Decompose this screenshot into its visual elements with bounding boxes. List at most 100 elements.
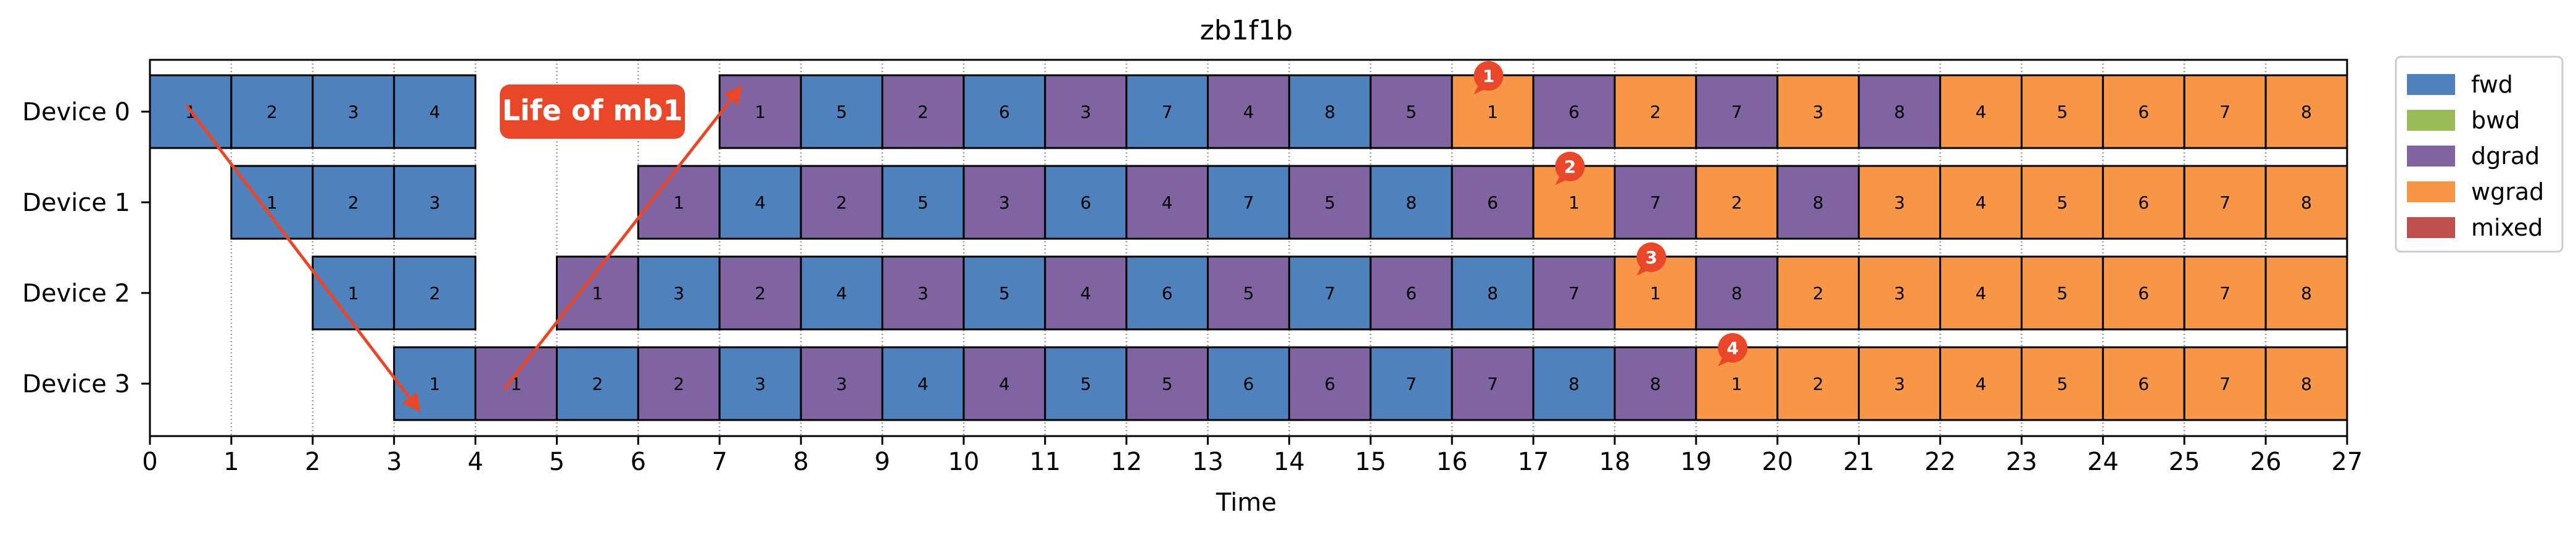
device-label-3: Device 3 bbox=[22, 370, 130, 398]
block-label-d0-wgrad-2: 2 bbox=[1650, 102, 1661, 122]
block-d0-dgrad-8 bbox=[1858, 74, 1942, 149]
block-label-d1-dgrad-8: 8 bbox=[1813, 192, 1824, 213]
block-d2-wgrad-5 bbox=[2020, 255, 2104, 331]
block-label-d2-dgrad-7: 7 bbox=[1568, 283, 1580, 303]
x-tick-label-0: 0 bbox=[142, 448, 157, 476]
badge-label-3: 3 bbox=[1646, 247, 1657, 268]
callout-label: Life of mb1 bbox=[502, 94, 683, 127]
block-d1-dgrad-5 bbox=[1288, 165, 1372, 240]
plot-frame bbox=[149, 59, 2348, 437]
block-label-d3-fwd-4: 4 bbox=[917, 374, 929, 394]
block-d3-wgrad-8 bbox=[2264, 346, 2348, 421]
block-label-d0-wgrad-1: 1 bbox=[1487, 102, 1498, 122]
x-tick-label-6: 6 bbox=[631, 448, 646, 476]
block-label-d3-dgrad-6: 6 bbox=[1324, 374, 1335, 394]
block-d3-wgrad-4 bbox=[1939, 346, 2023, 421]
block-label-d2-wgrad-4: 4 bbox=[1976, 283, 1987, 303]
x-tick-label-26: 26 bbox=[2250, 448, 2282, 476]
block-label-d3-fwd-5: 5 bbox=[1080, 374, 1091, 394]
block-label-d3-wgrad-6: 6 bbox=[2138, 374, 2149, 394]
block-label-d3-fwd-7: 7 bbox=[1406, 374, 1417, 394]
block-d0-dgrad-7 bbox=[1695, 74, 1779, 149]
block-label-d0-dgrad-6: 6 bbox=[1568, 102, 1580, 122]
legend-label-wgrad: wgrad bbox=[2471, 178, 2544, 205]
block-label-d1-dgrad-3: 3 bbox=[999, 192, 1010, 213]
block-d3-dgrad-3 bbox=[800, 346, 884, 421]
block-label-d2-fwd-8: 8 bbox=[1487, 283, 1498, 303]
block-d0-fwd-4 bbox=[393, 74, 477, 149]
block-label-d2-wgrad-7: 7 bbox=[2219, 283, 2230, 303]
block-label-d0-dgrad-4: 4 bbox=[1243, 102, 1254, 122]
block-d1-fwd-6 bbox=[1044, 165, 1128, 240]
block-d3-dgrad-7 bbox=[1451, 346, 1534, 421]
block-label-d2-dgrad-4: 4 bbox=[1080, 283, 1091, 303]
block-label-d3-fwd-3: 3 bbox=[755, 374, 766, 394]
block-label-d0-fwd-2: 2 bbox=[267, 102, 278, 122]
x-tick-label-21: 21 bbox=[1843, 448, 1874, 476]
block-d3-dgrad-6 bbox=[1288, 346, 1372, 421]
block-d1-dgrad-2 bbox=[800, 165, 884, 240]
block-label-d2-wgrad-6: 6 bbox=[2138, 283, 2149, 303]
block-d1-wgrad-8 bbox=[2264, 165, 2348, 240]
block-label-d1-dgrad-1: 1 bbox=[673, 192, 684, 213]
badge-circle-1 bbox=[1473, 61, 1504, 91]
block-d3-fwd-7 bbox=[1369, 346, 1453, 421]
block-label-d0-dgrad-8: 8 bbox=[1894, 102, 1905, 122]
block-d2-fwd-7 bbox=[1288, 255, 1372, 331]
block-d3-wgrad-3 bbox=[1858, 346, 1942, 421]
legend: fwd bwd dgrad wgrad mixed bbox=[2395, 56, 2564, 253]
block-label-d2-fwd-3: 3 bbox=[673, 283, 684, 303]
life-arrow-backward bbox=[502, 85, 742, 391]
x-tick-label-3: 3 bbox=[386, 448, 402, 476]
block-label-d2-dgrad-5: 5 bbox=[1243, 283, 1254, 303]
block-label-d0-dgrad-2: 2 bbox=[917, 102, 929, 122]
x-tick-label-12: 12 bbox=[1111, 448, 1142, 476]
block-label-d2-fwd-2: 2 bbox=[429, 283, 441, 303]
block-label-d2-wgrad-5: 5 bbox=[2056, 283, 2068, 303]
block-label-d3-wgrad-3: 3 bbox=[1894, 374, 1905, 394]
legend-label-mixed: mixed bbox=[2471, 214, 2543, 241]
block-label-d3-dgrad-2: 2 bbox=[673, 374, 684, 394]
block-label-d2-fwd-6: 6 bbox=[1162, 283, 1173, 303]
block-label-d2-fwd-4: 4 bbox=[836, 283, 847, 303]
block-d0-dgrad-2 bbox=[881, 74, 965, 149]
device-labels: Device 0 Device 1 Device 2 Device 3 bbox=[22, 98, 150, 398]
block-d2-fwd-2 bbox=[393, 255, 477, 331]
badge-label-2: 2 bbox=[1564, 157, 1576, 177]
block-label-d1-fwd-3: 3 bbox=[429, 192, 441, 213]
block-d2-fwd-6 bbox=[1125, 255, 1209, 331]
block-label-d0-dgrad-1: 1 bbox=[755, 102, 766, 122]
legend-label-fwd: fwd bbox=[2471, 71, 2513, 98]
block-d2-fwd-4 bbox=[800, 255, 884, 331]
block-label-d1-wgrad-6: 6 bbox=[2138, 192, 2149, 213]
x-tick-label-2: 2 bbox=[305, 448, 320, 476]
block-label-d0-wgrad-4: 4 bbox=[1976, 102, 1987, 122]
block-d2-wgrad-7 bbox=[2183, 255, 2267, 331]
block-d2-fwd-3 bbox=[637, 255, 721, 331]
block-label-d0-fwd-6: 6 bbox=[999, 102, 1010, 122]
block-label-d3-fwd-2: 2 bbox=[592, 374, 603, 394]
block-d1-fwd-1 bbox=[230, 165, 314, 240]
block-label-d0-dgrad-5: 5 bbox=[1406, 102, 1417, 122]
block-d3-dgrad-4 bbox=[963, 346, 1046, 421]
badge-circle-4 bbox=[1718, 333, 1748, 363]
block-label-d1-dgrad-2: 2 bbox=[836, 192, 847, 213]
badge-label-4: 4 bbox=[1726, 338, 1738, 358]
block-d0-dgrad-5 bbox=[1369, 74, 1453, 149]
block-label-d2-wgrad-3: 3 bbox=[1894, 283, 1905, 303]
block-d1-wgrad-2 bbox=[1695, 165, 1779, 240]
legend-label-bwd: bwd bbox=[2471, 107, 2520, 134]
block-d2-dgrad-7 bbox=[1532, 255, 1616, 331]
block-label-d1-dgrad-6: 6 bbox=[1487, 192, 1498, 213]
block-d0-fwd-6 bbox=[963, 74, 1046, 149]
x-tick-label-13: 13 bbox=[1192, 448, 1224, 476]
block-label-d2-wgrad-8: 8 bbox=[2301, 283, 2312, 303]
x-axis: 0 1 2 3 4 5 6 7 8 9 10 11 12 13 14 15 16 17 18 19 20 21 22 23 24… bbox=[142, 59, 2363, 476]
chart-title: zb1f1b bbox=[1200, 15, 1293, 46]
block-label-d2-fwd-1: 1 bbox=[348, 283, 359, 303]
block-label-d1-wgrad-4: 4 bbox=[1976, 192, 1987, 213]
x-tick-label-7: 7 bbox=[711, 448, 727, 476]
block-label-d3-dgrad-3: 3 bbox=[836, 374, 847, 394]
block-d3-wgrad-7 bbox=[2183, 346, 2267, 421]
